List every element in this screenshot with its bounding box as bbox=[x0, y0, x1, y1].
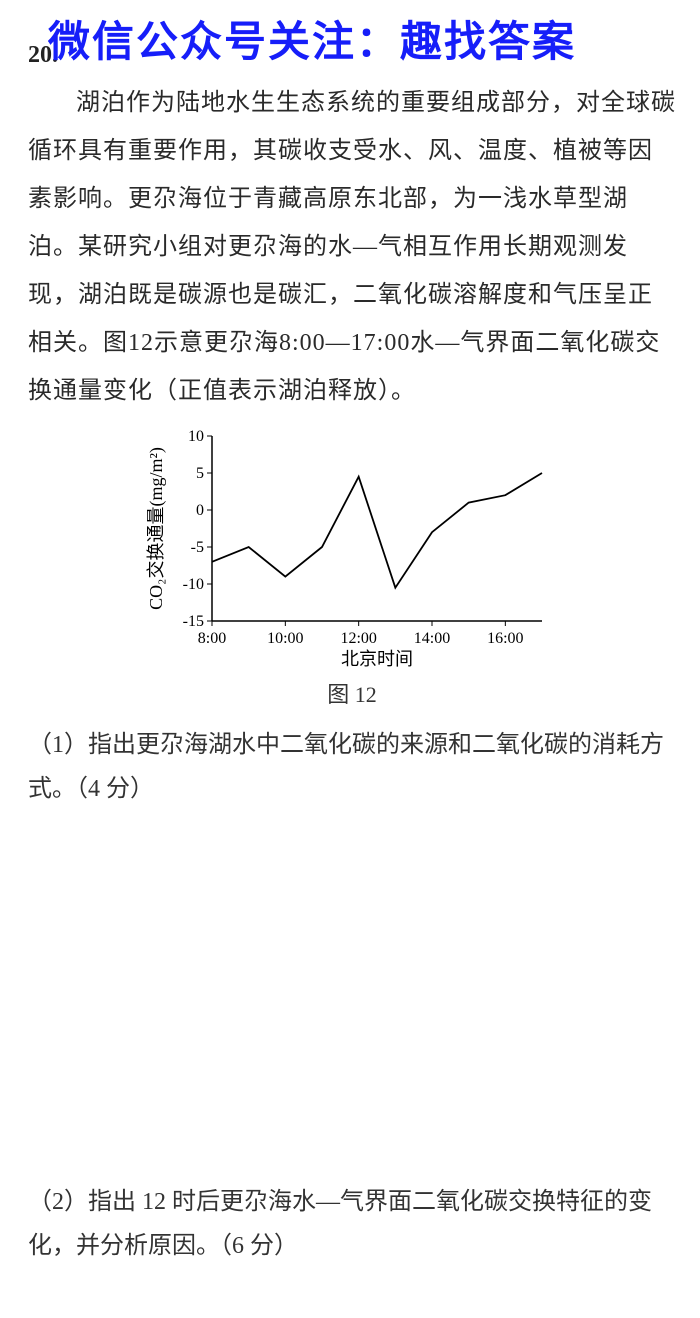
svg-text:0: 0 bbox=[196, 502, 204, 519]
svg-text:CO₂交换通量(mg/m²): CO₂交换通量(mg/m²) bbox=[146, 447, 167, 610]
chart-container: -15 -10 -5 0 5 10 8:00 10:00 12:00 14:00 16:00 CO₂交… bbox=[28, 421, 676, 709]
svg-text:-10: -10 bbox=[183, 576, 204, 593]
chart-caption: 图 12 bbox=[327, 677, 377, 709]
svg-text:16:00: 16:00 bbox=[487, 630, 523, 647]
svg-text:-5: -5 bbox=[191, 539, 204, 556]
co2-chart: -15 -10 -5 0 5 10 8:00 10:00 12:00 14:00 16:00 CO₂交… bbox=[142, 421, 562, 671]
svg-text:-15: -15 bbox=[183, 613, 204, 630]
svg-text:8:00: 8:00 bbox=[198, 630, 226, 647]
svg-text:12:00: 12:00 bbox=[340, 630, 376, 647]
wechat-banner: 微信公众号关注：趣找答案 bbox=[48, 8, 576, 69]
question-block: 20. 湖泊作为陆地水生生态系统的重要组成部分，对全球碳循环具有重要作用，其碳收… bbox=[28, 42, 676, 811]
svg-text:5: 5 bbox=[196, 465, 204, 482]
sub-question-2: （2）指出 12 时后更尕海水—气界面二氧化碳交换特征的变化，并分析原因。（6 … bbox=[28, 1180, 676, 1268]
sub-question-1: （1）指出更尕海湖水中二氧化碳的来源和二氧化碳的消耗方式。（4 分） bbox=[28, 723, 676, 811]
svg-text:10: 10 bbox=[188, 428, 204, 445]
svg-text:北京时间: 北京时间 bbox=[341, 649, 413, 669]
svg-text:14:00: 14:00 bbox=[414, 630, 450, 647]
question-paragraph: 湖泊作为陆地水生生态系统的重要组成部分，对全球碳循环具有重要作用，其碳收支受水、… bbox=[28, 79, 676, 415]
svg-text:10:00: 10:00 bbox=[267, 630, 303, 647]
